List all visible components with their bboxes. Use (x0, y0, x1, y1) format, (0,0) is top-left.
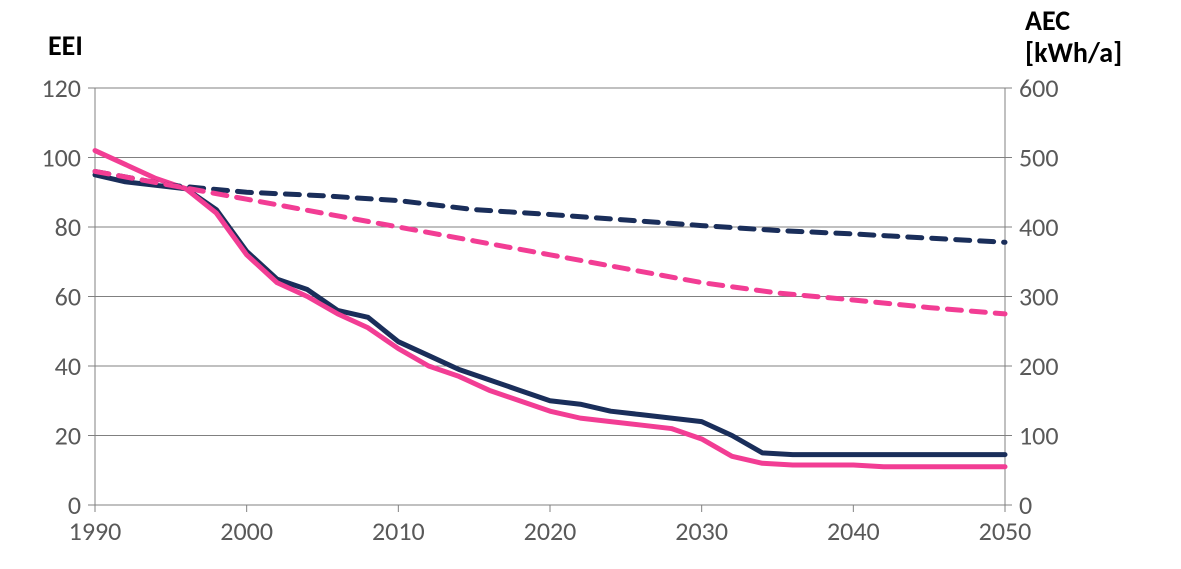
x-tick-label: 2010 (372, 515, 425, 547)
y-left-tick-label: 0 (68, 489, 81, 521)
x-tick-label: 2030 (675, 515, 728, 547)
x-tick-label: 2000 (220, 515, 273, 547)
y-right-tick-label: 600 (1019, 72, 1059, 104)
y-left-tick-label: 40 (55, 350, 81, 382)
x-tick-label: 2040 (827, 515, 880, 547)
y-right-tick-label: 500 (1019, 142, 1059, 174)
y-left-tick-label: 120 (41, 72, 81, 104)
y-left-tick-label: 80 (55, 211, 81, 243)
y-left-tick-label: 20 (55, 420, 81, 452)
chart-background (0, 0, 1181, 569)
x-tick-label: 2020 (524, 515, 577, 547)
y-left-title: EEI (48, 28, 83, 63)
y-right-tick-label: 200 (1019, 350, 1059, 382)
line-chart: 1990200020102020203020402050020406080100… (0, 0, 1181, 569)
y-right-tick-label: 300 (1019, 281, 1059, 313)
y-left-tick-label: 60 (55, 281, 81, 313)
y-right-tick-label: 100 (1019, 420, 1059, 452)
y-right-tick-label: 0 (1019, 489, 1032, 521)
y-right-tick-label: 400 (1019, 211, 1059, 243)
y-left-tick-label: 100 (41, 142, 81, 174)
